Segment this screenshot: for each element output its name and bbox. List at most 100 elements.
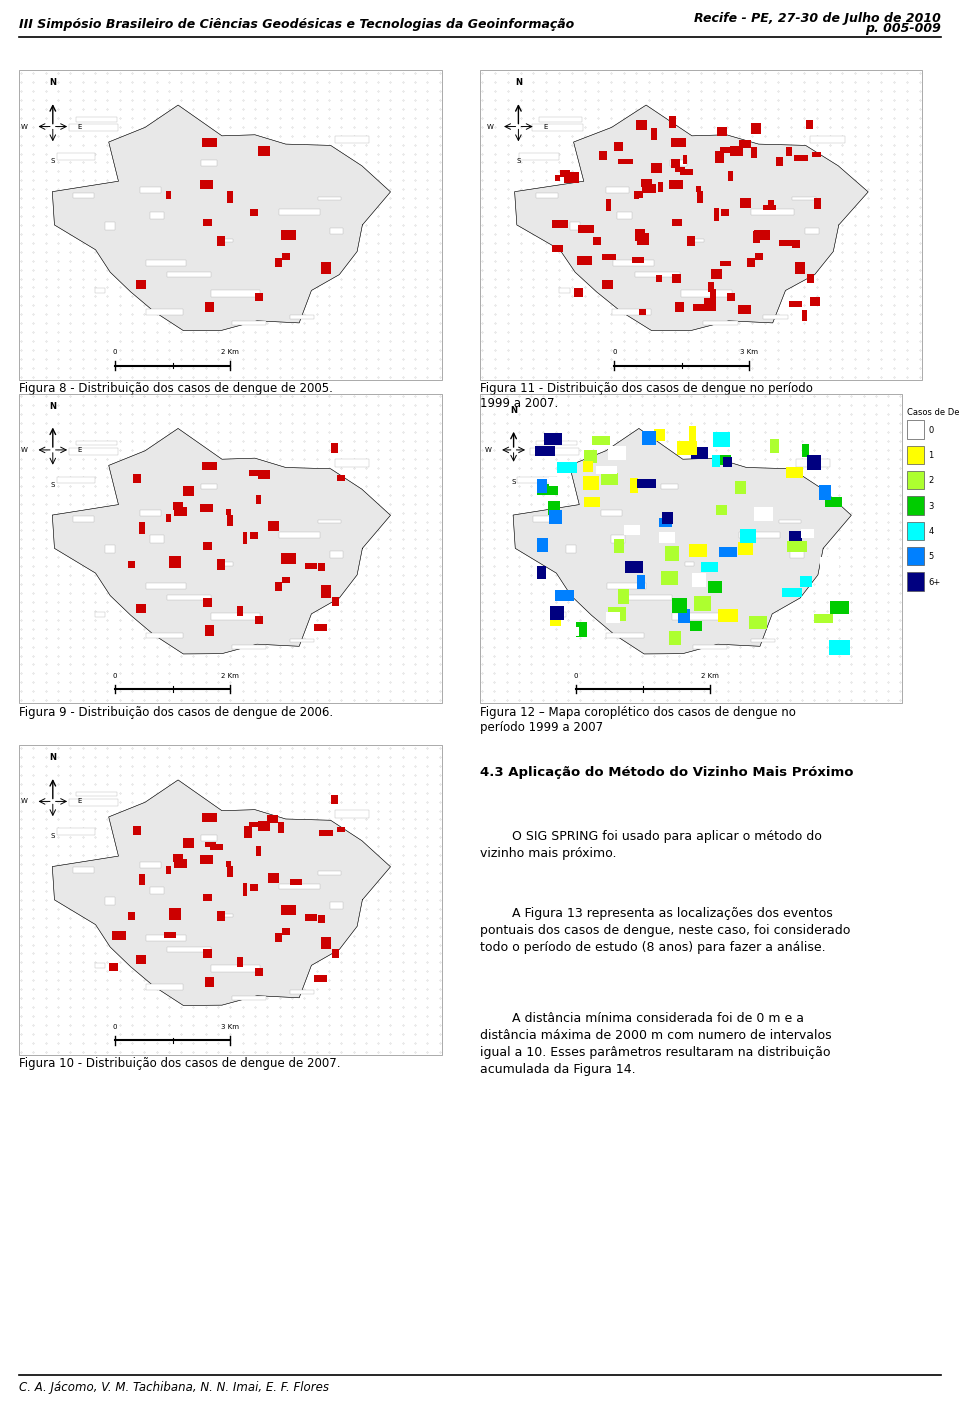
Bar	[550, 606, 564, 620]
Bar	[237, 606, 243, 616]
Bar	[751, 638, 775, 643]
Bar	[539, 118, 582, 121]
Bar	[611, 536, 625, 543]
Text: N: N	[515, 79, 522, 87]
Bar	[612, 309, 651, 315]
Bar	[250, 531, 258, 540]
Bar	[738, 139, 751, 148]
Bar	[19, 745, 442, 1054]
Bar	[819, 485, 830, 501]
Bar	[686, 236, 695, 246]
Bar	[740, 529, 756, 543]
Bar	[708, 582, 722, 593]
Bar	[167, 946, 211, 952]
Bar	[480, 394, 902, 703]
Bar	[538, 485, 558, 495]
Bar	[139, 523, 145, 534]
Text: W: W	[485, 447, 492, 453]
Bar	[217, 911, 225, 921]
Bar	[133, 825, 141, 835]
Bar	[57, 153, 95, 160]
Bar	[717, 128, 728, 136]
Text: 3 Km: 3 Km	[740, 349, 757, 356]
Bar	[613, 260, 654, 266]
Bar	[169, 908, 181, 920]
Bar	[727, 292, 735, 301]
Text: N: N	[49, 754, 57, 762]
Bar	[106, 546, 115, 554]
Bar	[636, 478, 657, 488]
Bar	[281, 231, 297, 240]
Bar	[173, 502, 183, 510]
Bar	[256, 846, 261, 856]
Bar	[651, 128, 658, 139]
Bar	[678, 440, 698, 454]
Bar	[19, 745, 442, 1054]
Text: C. A. Jácomo, V. M. Tachibana, N. N. Imai, E. F. Flores: C. A. Jácomo, V. M. Tachibana, N. N. Ima…	[19, 1381, 329, 1393]
Bar	[560, 288, 570, 294]
Bar	[226, 509, 231, 516]
Bar	[19, 70, 442, 380]
Bar	[692, 304, 708, 311]
Text: W: W	[21, 447, 28, 453]
Bar	[335, 458, 369, 467]
Bar	[203, 949, 212, 959]
Bar	[754, 231, 770, 240]
Bar	[592, 436, 610, 446]
Bar	[250, 821, 264, 827]
Bar	[787, 541, 807, 551]
Bar	[672, 613, 721, 620]
Bar	[793, 197, 816, 200]
Bar	[672, 219, 682, 226]
Bar	[631, 478, 638, 494]
Bar	[735, 481, 746, 495]
Bar	[108, 963, 117, 972]
Bar	[684, 562, 694, 565]
Bar	[57, 828, 95, 835]
Bar	[763, 315, 788, 319]
Text: E: E	[78, 447, 83, 453]
Text: A Figura 13 representa as localizações dos eventos
pontuais dos casos de dengue,: A Figura 13 representa as localizações d…	[480, 907, 851, 953]
Bar	[716, 505, 727, 515]
Bar	[719, 260, 732, 266]
Bar	[237, 957, 243, 967]
Bar	[243, 883, 248, 896]
Bar	[318, 872, 341, 875]
Bar	[205, 977, 214, 987]
Bar	[596, 465, 617, 474]
Bar	[602, 280, 612, 290]
Bar	[330, 443, 338, 453]
Text: S: S	[512, 478, 516, 485]
Bar	[256, 495, 261, 505]
Bar	[538, 567, 546, 579]
Text: O SIG SPRING foi usado para aplicar o método do
vizinho mais próximo.: O SIG SPRING foi usado para aplicar o mé…	[480, 830, 822, 859]
Bar	[532, 124, 584, 131]
Bar	[628, 561, 641, 571]
Bar	[672, 274, 682, 284]
Text: 2: 2	[928, 477, 933, 485]
Bar	[715, 150, 724, 163]
Text: S: S	[51, 834, 55, 839]
Bar	[147, 935, 185, 941]
Bar	[599, 150, 608, 160]
Bar	[480, 70, 922, 380]
Bar	[205, 842, 216, 848]
Bar	[690, 621, 702, 631]
Bar	[675, 167, 685, 173]
Bar	[73, 868, 94, 873]
Bar	[752, 122, 760, 134]
Bar	[636, 120, 647, 129]
Bar	[825, 496, 842, 506]
Bar	[321, 585, 330, 598]
Bar	[282, 576, 290, 583]
Bar	[538, 479, 547, 492]
Bar	[907, 471, 924, 489]
Text: 0: 0	[928, 426, 933, 434]
Bar	[226, 860, 231, 868]
Bar	[140, 862, 161, 868]
Text: p. 005-009: p. 005-009	[865, 22, 941, 35]
Bar	[173, 853, 183, 862]
Bar	[167, 271, 211, 277]
Bar	[200, 503, 213, 512]
Bar	[639, 309, 646, 315]
